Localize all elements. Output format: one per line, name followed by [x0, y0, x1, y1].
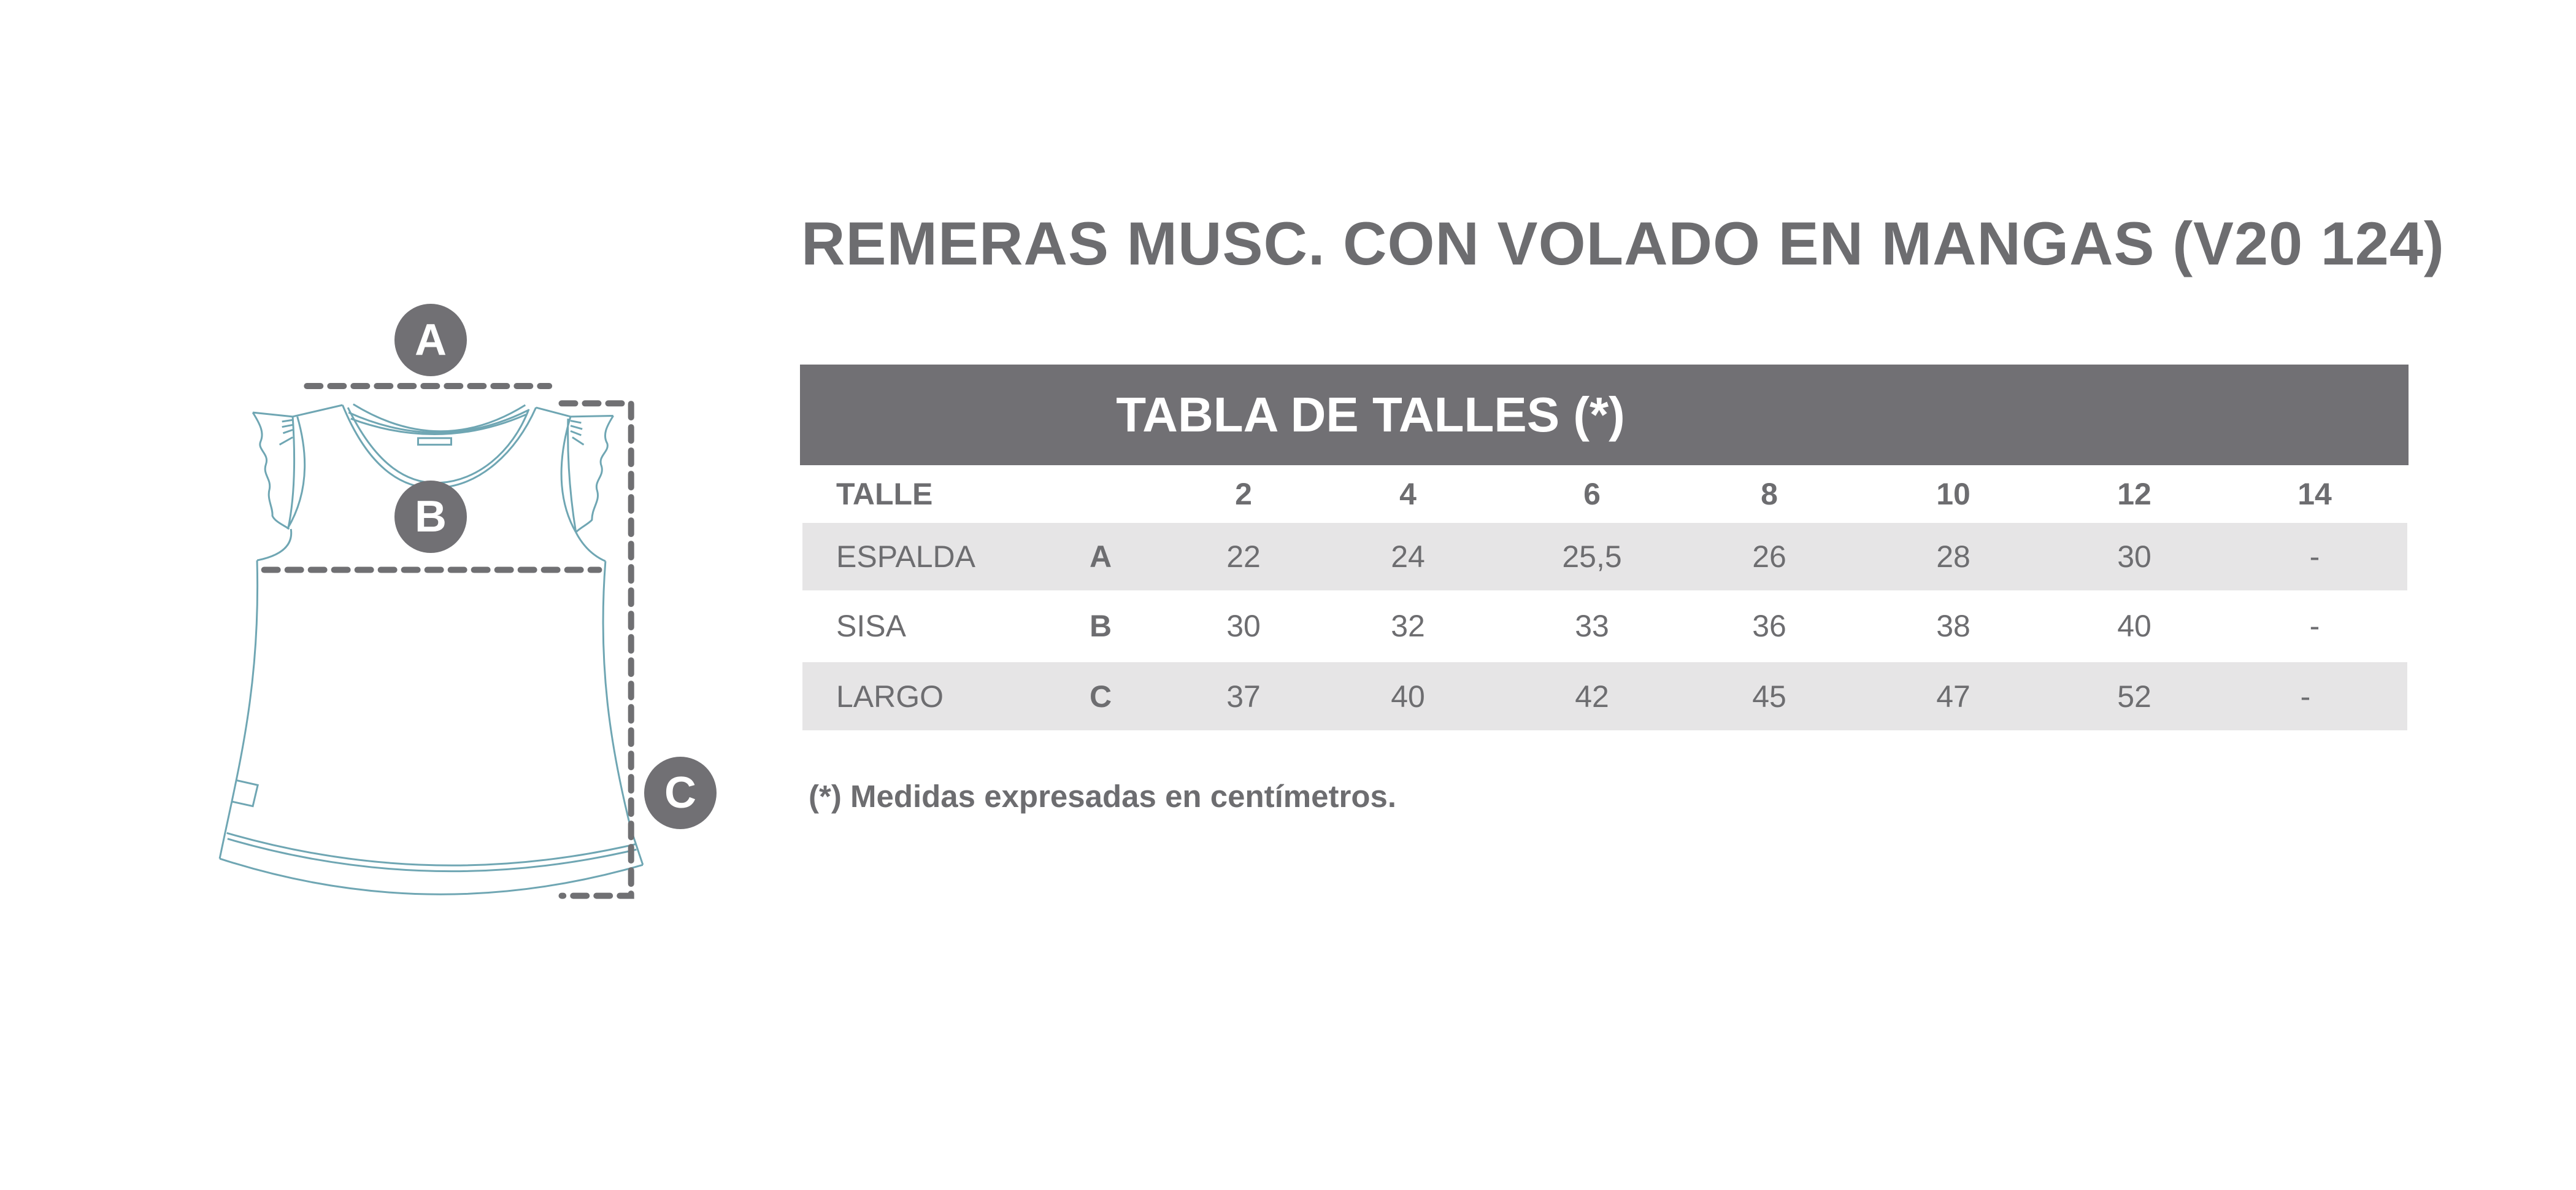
- neck-label: [418, 438, 451, 445]
- cell-value: 26: [1752, 539, 1786, 574]
- right-gathers: [571, 421, 583, 445]
- table-row-espalda: ESPALDA A 22 24 25,5 26 28 30 -: [802, 523, 2407, 590]
- left-sleeve-seam: [287, 417, 304, 529]
- cell-value: 52: [2117, 679, 2151, 714]
- row-name: LARGO: [836, 679, 944, 714]
- table-header: TABLA DE TALLES (*): [800, 365, 2409, 465]
- size-12: 12: [2117, 477, 2151, 511]
- body-left-side: [220, 560, 258, 859]
- size-14: 14: [2297, 477, 2332, 511]
- cell-value: 38: [1936, 609, 1970, 643]
- cell-value: -: [2309, 609, 2320, 643]
- page-title: REMERAS MUSC. CON VOLADO EN MANGAS (V20 …: [801, 209, 2445, 277]
- row-code: C: [1089, 679, 1112, 714]
- cell-value: -: [2300, 679, 2311, 714]
- garment-diagram: [184, 276, 736, 921]
- right-ruffle: [571, 416, 613, 533]
- right-armhole: [576, 532, 606, 561]
- size-6: 6: [1583, 477, 1601, 511]
- table-row-sisa: SISA B 30 32 33 36 38 40 -: [802, 592, 2407, 660]
- cell-value: 37: [1226, 679, 1261, 714]
- marker-b: B: [394, 481, 467, 553]
- row-name: ESPALDA: [836, 539, 975, 574]
- size-4: 4: [1399, 477, 1417, 511]
- neckline-front-2: [348, 411, 528, 433]
- cell-value: 22: [1226, 539, 1261, 574]
- cell-value: 42: [1575, 679, 1609, 714]
- cell-value: 30: [1226, 609, 1261, 643]
- footnote: (*) Medidas expresadas en centímetros.: [809, 779, 1397, 814]
- hem-band: [227, 833, 637, 871]
- body-right-side: [603, 561, 643, 865]
- row-name: SISA: [836, 609, 906, 643]
- cell-value: 36: [1752, 609, 1786, 643]
- cell-value: 28: [1936, 539, 1970, 574]
- neckline-front-3: [351, 414, 526, 434]
- left-ruffle: [253, 412, 293, 529]
- marker-a: A: [394, 304, 467, 376]
- left-armhole: [257, 529, 291, 560]
- right-sleeve-seam: [561, 417, 576, 532]
- cell-value: 47: [1936, 679, 1970, 714]
- side-tag: [232, 780, 258, 806]
- left-gathers: [280, 420, 293, 444]
- hem: [220, 859, 643, 894]
- cell-value: -: [2309, 539, 2320, 574]
- cell-value: 32: [1391, 609, 1425, 643]
- marker-c: C: [644, 757, 717, 829]
- size-header-row: TALLE 2 4 6 8 10 12 14: [802, 467, 2407, 521]
- cell-value: 40: [1391, 679, 1425, 714]
- size-8: 8: [1761, 477, 1778, 511]
- size-label: TALLE: [836, 477, 933, 511]
- size-10: 10: [1936, 477, 1970, 511]
- row-code: A: [1089, 539, 1112, 574]
- size-2: 2: [1235, 477, 1252, 511]
- row-code: B: [1089, 609, 1112, 643]
- neckline-front: [353, 404, 525, 431]
- table-row-largo: LARGO C 37 40 42 45 47 52 -: [802, 662, 2407, 730]
- cell-value: 40: [2117, 609, 2151, 643]
- cell-value: 24: [1391, 539, 1425, 574]
- cell-value: 45: [1752, 679, 1786, 714]
- cell-value: 33: [1575, 609, 1609, 643]
- cell-value: 25,5: [1562, 539, 1622, 574]
- measure-line-c: [561, 403, 631, 895]
- right-shoulder: [536, 408, 571, 417]
- cell-value: 30: [2117, 539, 2151, 574]
- left-shoulder: [293, 405, 342, 417]
- table-title: TABLA DE TALLES (*): [1116, 387, 1625, 442]
